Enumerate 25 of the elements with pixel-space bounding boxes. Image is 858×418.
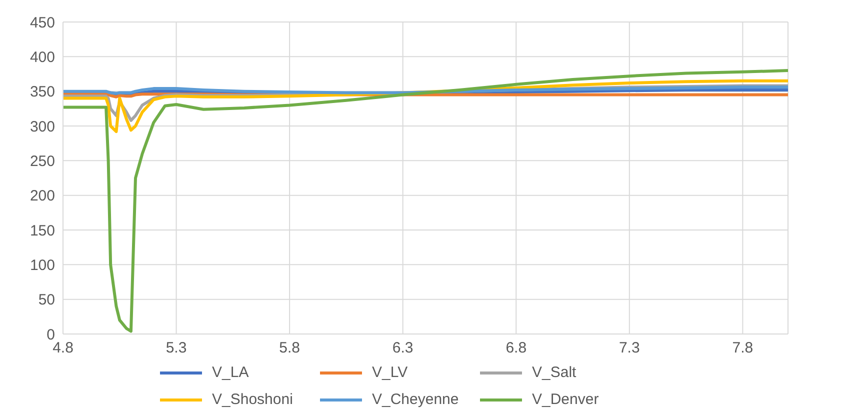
y-tick-label: 50 [38, 292, 55, 309]
x-tick-label: 5.3 [166, 340, 187, 357]
y-tick-label: 350 [30, 84, 55, 101]
legend-label: V_Denver [532, 391, 599, 408]
legend-label: V_LV [372, 364, 408, 381]
y-tick-label: 0 [46, 326, 55, 344]
line-series [63, 86, 788, 95]
y-tick-label: 150 [30, 222, 55, 240]
x-tick-label: 7.8 [732, 340, 754, 357]
y-tick-label: 250 [30, 152, 55, 170]
x-tick-label: 4.8 [52, 340, 74, 357]
y-tick-label: 400 [30, 48, 55, 66]
x-tick-label: 6.8 [506, 340, 527, 357]
y-tick-label: 200 [30, 188, 55, 205]
x-tick-label: 7.3 [618, 340, 640, 357]
x-tick-label: 5.8 [279, 340, 300, 357]
x-tick-label: 6.3 [392, 340, 414, 357]
line-series [63, 69, 788, 333]
legend-label: V_LA [212, 364, 249, 381]
legend-label: V_Cheyenne [372, 391, 459, 408]
legend-label: V_Salt [532, 364, 576, 381]
y-tick-label: 100 [30, 256, 55, 274]
y-tick-label: 450 [30, 14, 55, 32]
y-tick-label: 300 [30, 118, 55, 136]
legend-label: V_Shoshoni [212, 391, 293, 408]
